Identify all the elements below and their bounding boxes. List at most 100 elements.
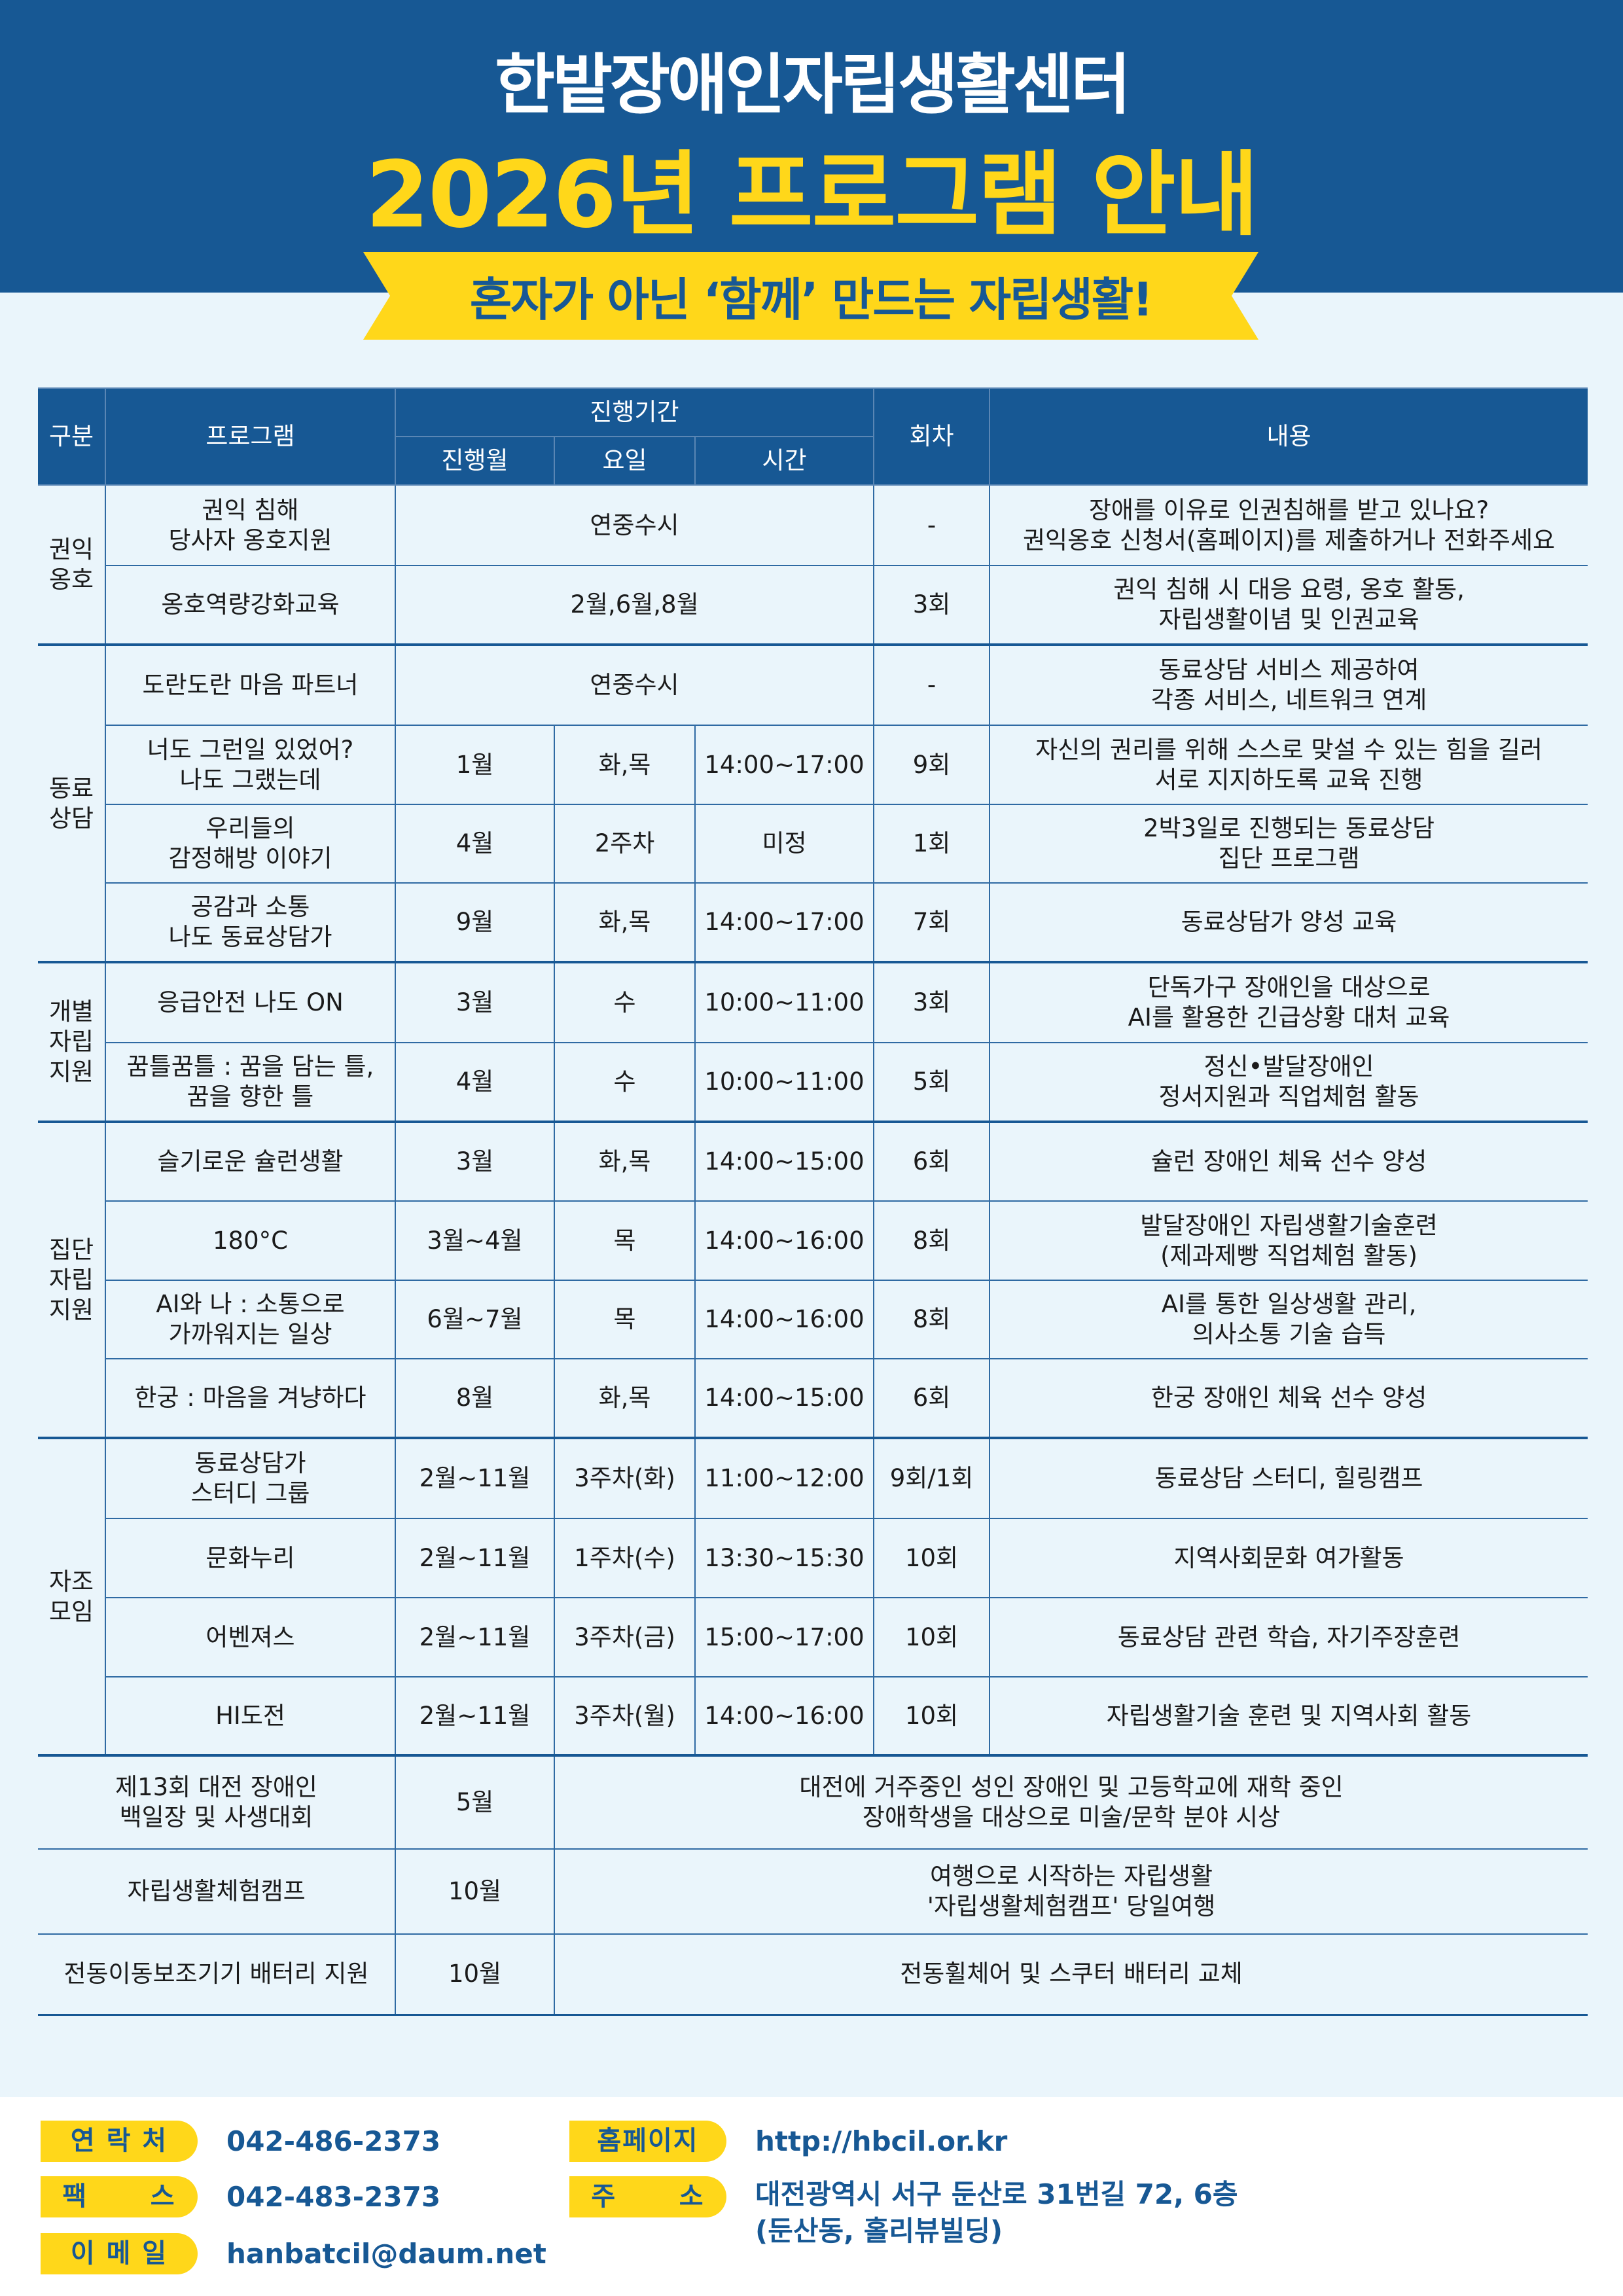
program-table: 구분 프로그램 진행기간 회차 내용 진행월 요일 시간 권익 옹호 권익 침해 … — [38, 387, 1588, 2016]
email-link[interactable]: hanbatcil@daum.net — [226, 2238, 546, 2270]
header-category: 구분 — [38, 387, 106, 486]
program-name: 공감과 소통 나도 동료상담가 — [105, 882, 396, 963]
table-row: 권익 옹호 권익 침해 당사자 옹호지원 연중수시 - 장애를 이유로 인권침해를 받고… — [38, 484, 1588, 645]
fax-number: 042-483-2373 — [226, 2181, 441, 2213]
email-label: 이 메 일 — [41, 2233, 198, 2274]
table-row: 한궁 : 마음을 겨냥하다 8월 화,목 14:00~15:00 6회 한궁 장애인 체육… — [38, 1358, 1588, 1439]
header-time: 시간 — [694, 436, 875, 486]
sessions-cell: 10회 — [873, 1676, 991, 1756]
program-name: 자립생활체험캠프 — [38, 1848, 396, 1935]
month-cell: 8월 — [395, 1358, 555, 1439]
sessions-cell: 3회 — [873, 961, 991, 1043]
day-cell: 목 — [554, 1200, 696, 1281]
month-cell: 2월~11월 — [395, 1597, 555, 1677]
month-cell: 3월~4월 — [395, 1200, 555, 1281]
page-title: 2026년 프로그램 안내 — [365, 142, 1259, 249]
program-name: 슬기로운 슐런생활 — [105, 1121, 396, 1202]
time-cell: 13:30~15:30 — [694, 1518, 875, 1598]
header-month: 진행월 — [395, 436, 555, 486]
slogan: 혼자가 아닌 ‘함께’ 만드는 자립생활! — [469, 272, 1153, 327]
period-cell: 연중수시 — [394, 484, 875, 566]
sessions-cell: - — [873, 484, 991, 566]
month-cell: 9월 — [395, 882, 555, 963]
month-cell: 10월 — [395, 1933, 555, 2016]
time-cell: 14:00~16:00 — [694, 1676, 875, 1756]
content-cell: 한궁 장애인 체육 선수 양성 — [989, 1358, 1588, 1439]
contact-phone: 042-486-2373 — [226, 2125, 441, 2157]
sessions-cell: 1회 — [873, 804, 991, 884]
homepage-label: 홈페이지 — [569, 2121, 726, 2162]
header-day: 요일 — [554, 436, 696, 486]
period-cell: 연중수시 — [394, 643, 875, 726]
table-row: 문화누리 2월~11월 1주차(수) 13:30~15:30 10회 지역사회문화 여가활… — [38, 1518, 1588, 1598]
address-label: 주 소 — [569, 2176, 726, 2217]
content-cell: 전동휠체어 및 스쿠터 배터리 교체 — [553, 1933, 1588, 2016]
table-row: 자립생활체험캠프 10월 여행으로 시작하는 자립생활 '자립생활체험캠프' 당일여… — [38, 1848, 1588, 1935]
time-cell: 14:00~17:00 — [694, 882, 875, 963]
table-row: 자조 모임 동료상담가 스터디 그룹 2월~11월 3주차(화) 11:00~12:00… — [38, 1437, 1588, 1756]
content-cell: 동료상담가 양성 교육 — [989, 882, 1588, 963]
content-cell: 동료상담 스터디, 힐링캠프 — [989, 1437, 1588, 1519]
sessions-cell: 8회 — [873, 1280, 991, 1359]
content-cell: 대전에 거주중인 성인 장애인 및 고등학교에 재학 중인 장애학생을 대상으로… — [553, 1754, 1588, 1850]
time-cell: 14:00~17:00 — [694, 725, 875, 805]
sessions-cell: 8회 — [873, 1200, 991, 1281]
program-name: 어벤져스 — [105, 1597, 396, 1677]
program-name: 응급안전 나도 ON — [105, 961, 396, 1043]
day-cell: 화,목 — [554, 882, 696, 963]
sessions-cell: 6회 — [873, 1121, 991, 1202]
time-cell: 15:00~17:00 — [694, 1597, 875, 1677]
table-row: 180°C 3월~4월 목 14:00~16:00 8회 발달장애인 자립생활기술훈련 (… — [38, 1200, 1588, 1281]
day-cell: 3주차(금) — [554, 1597, 696, 1677]
content-cell: 2박3일로 진행되는 동료상담 집단 프로그램 — [989, 804, 1588, 884]
time-cell: 10:00~11:00 — [694, 961, 875, 1043]
day-cell: 목 — [554, 1280, 696, 1359]
header-program: 프로그램 — [105, 387, 396, 486]
homepage-link[interactable]: http://hbcil.or.kr — [755, 2125, 1008, 2157]
month-cell: 5월 — [395, 1754, 555, 1850]
month-cell: 6월~7월 — [395, 1280, 555, 1359]
content-cell: 단독가구 장애인을 대상으로 AI를 활용한 긴급상황 대처 교육 — [989, 961, 1588, 1043]
day-cell: 3주차(월) — [554, 1676, 696, 1756]
program-name: HI도전 — [105, 1676, 396, 1756]
program-name: 옹호역량강화교육 — [105, 565, 396, 645]
category-cell: 권익 옹호 — [38, 484, 106, 645]
day-cell: 화,목 — [554, 1121, 696, 1202]
month-cell: 2월~11월 — [395, 1437, 555, 1519]
table-row: 어벤져스 2월~11월 3주차(금) 15:00~17:00 10회 동료상담 관련 학습… — [38, 1597, 1588, 1677]
content-cell: 지역사회문화 여가활동 — [989, 1518, 1588, 1598]
table-row: HI도전 2월~11월 3주차(월) 14:00~16:00 10회 자립생활기술 훈련 … — [38, 1676, 1588, 1756]
contact-label: 연 락 처 — [41, 2121, 198, 2162]
program-name: 180°C — [105, 1200, 396, 1281]
program-name: 꿈틀꿈틀 : 꿈을 담는 틀, 꿈을 향한 틀 — [105, 1042, 396, 1122]
month-cell: 4월 — [395, 804, 555, 884]
sessions-cell: 7회 — [873, 882, 991, 963]
header-period: 진행기간 — [394, 387, 875, 437]
slogan-ribbon: 혼자가 아닌 ‘함께’ 만드는 자립생활! — [363, 252, 1258, 340]
content-cell: 동료상담 서비스 제공하여 각종 서비스, 네트워크 연계 — [989, 643, 1588, 726]
day-cell: 2주차 — [554, 804, 696, 884]
table-row: 우리들의 감정해방 이야기 4월 2주차 미정 1회 2박3일로 진행되는 동료상담 집단… — [38, 804, 1588, 884]
time-cell: 미정 — [694, 804, 875, 884]
category-cell: 동료 상담 — [38, 643, 106, 963]
table-row: 옹호역량강화교육 2월,6월,8월 3회 권익 침해 시 대응 요령, 옹호 활동, … — [38, 565, 1588, 645]
program-name: 문화누리 — [105, 1518, 396, 1598]
sessions-cell: 6회 — [873, 1358, 991, 1439]
program-name: 너도 그런일 있었어? 나도 그랬는데 — [105, 725, 396, 805]
sessions-cell: 10회 — [873, 1518, 991, 1598]
time-cell: 10:00~11:00 — [694, 1042, 875, 1122]
time-cell: 14:00~16:00 — [694, 1200, 875, 1281]
day-cell: 3주차(화) — [554, 1437, 696, 1519]
program-table-body: 권익 옹호 권익 침해 당사자 옹호지원 연중수시 - 장애를 이유로 인권침해를 받고… — [38, 484, 1588, 2016]
program-name: 전동이동보조기기 배터리 지원 — [38, 1933, 396, 2016]
table-row: 제13회 대전 장애인 백일장 및 사생대회 5월 대전에 거주중인 성인 장애인 … — [38, 1754, 1588, 1850]
category-cell: 개별 자립 지원 — [38, 961, 106, 1122]
sessions-cell: 3회 — [873, 565, 991, 645]
content-cell: 정신•발달장애인 정서지원과 직업체험 활동 — [989, 1042, 1588, 1122]
day-cell: 1주차(수) — [554, 1518, 696, 1598]
day-cell: 화,목 — [554, 725, 696, 805]
month-cell: 1월 — [395, 725, 555, 805]
sessions-cell: - — [873, 643, 991, 726]
content-cell: 자신의 권리를 위해 스스로 맞설 수 있는 힘을 길러 서로 지지하도록 교육… — [989, 725, 1588, 805]
month-cell: 2월~11월 — [395, 1676, 555, 1756]
